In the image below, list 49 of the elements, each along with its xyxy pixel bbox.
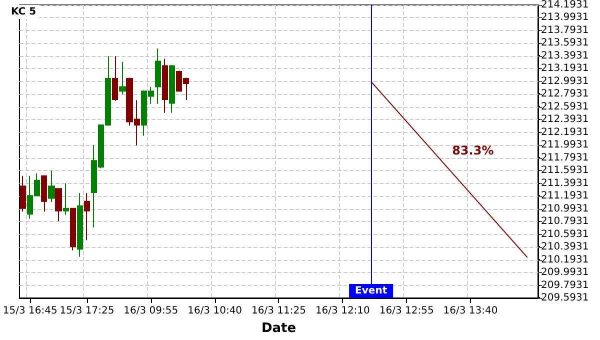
y-tick-label: 211.7931 [541,152,589,164]
annotation: Event [355,286,388,296]
y-tick-label: 213.1931 [541,63,589,74]
x-axis-title: Date [261,321,296,336]
x-tick-label: 16/3 09:55 [124,306,178,316]
y-tick-label: 211.9931 [541,140,589,151]
y-tick-label: 214.1931 [541,0,589,10]
candlestick [162,58,168,114]
candlestick [20,175,26,212]
y-tick-label: 210.7931 [541,216,589,228]
candlestick [77,192,83,258]
annotation: 83.3% [452,144,494,158]
y-tick-label: 210.9931 [541,203,589,214]
x-tick-label: 16/3 13:40 [443,306,498,316]
candlestick [169,64,175,114]
y-tick-label: 211.3931 [541,178,589,189]
candlestick [119,61,126,95]
y-tick-label: 213.5931 [541,38,589,49]
y-tick-label: 213.7931 [541,24,589,36]
candlestick [55,188,62,222]
candlestick [112,56,118,102]
y-tick-label: 212.7931 [541,88,589,100]
y-tick-label: 212.3931 [541,114,589,126]
y-tick-label: 210.5931 [541,228,589,240]
candlestick [155,48,161,104]
x-tick-label: 16/3 11:25 [252,306,306,316]
x-tick-label: 16/3 12:55 [379,306,434,316]
candlestick [63,183,69,216]
y-tick-label: 213.3931 [541,50,589,62]
y-tick-label: 211.1931 [541,190,589,202]
y-tick-label: 211.5931 [541,165,589,176]
y-tick-label: 210.3931 [541,242,589,253]
y-tick-label: 212.1931 [541,126,589,138]
candlestick [84,192,90,241]
y-tick-label: 210.1931 [541,254,589,266]
y-tick-label: 209.5931 [541,292,589,304]
x-tick-label: 16/3 12:10 [315,306,370,316]
y-tick-label: 212.5931 [541,101,589,112]
x-tick-label: 15/3 16:45 [2,306,58,316]
y-tick-label: 213.9931 [541,12,589,24]
x-tick-label: 16/3 10:40 [188,306,242,316]
candlestick [41,174,47,212]
y-tick-label: 212.9931 [541,76,589,87]
y-tick-label: 209.7931 [541,280,589,291]
chart-title: KC 5 [11,6,36,18]
y-tick-label: 209.9931 [541,267,589,278]
candlestick [70,208,76,251]
x-tick-label: 15/3 17:25 [60,306,114,316]
candlestick [48,170,55,203]
